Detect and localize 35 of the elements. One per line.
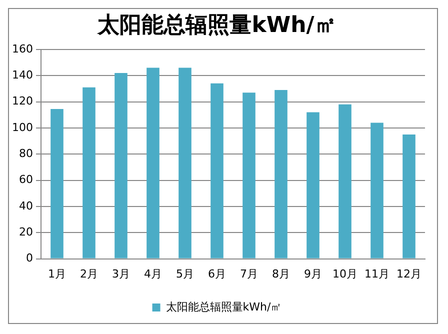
bar [242,92,256,258]
y-tick-label: 40 [18,199,33,212]
y-tick-label: 80 [18,146,33,160]
bar [338,104,352,258]
bar [82,87,96,258]
y-tick-label: 140 [12,68,33,82]
y-tick-label: 20 [18,225,33,238]
y-tick-label: 60 [18,173,33,186]
x-tick-label: 12月 [396,267,422,280]
bar [178,68,192,258]
bar [274,90,288,258]
bar [306,112,320,258]
y-tick-label: 100 [12,120,33,134]
x-tick-label: 6月 [208,267,226,280]
x-tick-label: 3月 [112,267,130,280]
bar [50,108,64,258]
x-tick-label: 1月 [48,267,66,280]
x-tick-label: 5月 [176,267,194,280]
bar [370,122,384,258]
chart-title: 太阳能总辐照量kWh/㎡ [96,12,336,38]
bar [402,134,416,258]
bar [146,68,160,258]
y-tick-label: 160 [12,42,33,56]
x-tick-label: 2月 [80,267,98,280]
x-tick-label: 9月 [304,267,322,280]
x-tick-label: 4月 [144,267,162,280]
bar [114,72,128,258]
y-tick-label: 120 [12,94,33,108]
x-tick-label: 8月 [272,267,290,280]
legend-label: 太阳能总辐照量kWh/㎡ [166,300,282,314]
x-tick-label: 10月 [332,267,358,280]
x-tick-label: 11月 [364,267,390,280]
y-tick-label: 0 [26,252,33,265]
x-tick-label: 7月 [240,267,258,280]
bar [210,83,224,258]
